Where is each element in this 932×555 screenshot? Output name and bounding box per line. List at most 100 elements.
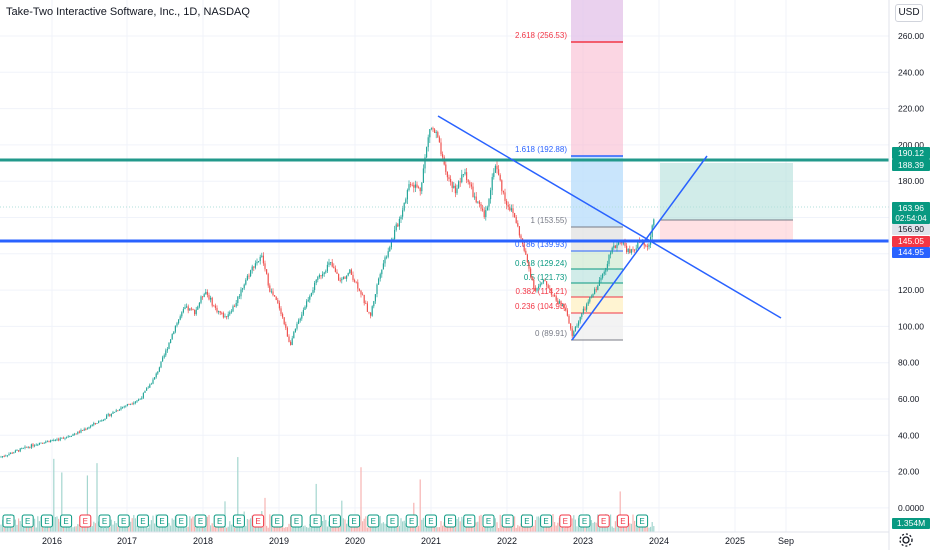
volume-bar [411, 525, 413, 532]
y-axis[interactable]: 260.00240.00220.00200.00180.00160.00140.… [898, 31, 924, 513]
earnings-marker[interactable]: E [290, 514, 303, 528]
volume-bar [550, 526, 552, 532]
candle-body [597, 285, 599, 291]
downtrend-line[interactable] [437, 115, 782, 319]
earnings-marker[interactable]: E [79, 514, 92, 528]
earnings-marker[interactable]: E [540, 514, 553, 528]
earnings-marker[interactable]: E [444, 514, 457, 528]
candle-body [579, 316, 581, 322]
volume-bar [16, 524, 18, 532]
earnings-marker[interactable]: E [2, 514, 15, 528]
earnings-marker[interactable]: E [98, 514, 111, 528]
currency-button[interactable]: USD [895, 4, 923, 22]
volume-bar [518, 526, 520, 532]
volume-bar [162, 523, 164, 532]
fib-retracement[interactable]: 2.618 (256.53) 1.618 (192.88) 1 (153.55)… [515, 0, 623, 341]
earnings-marker[interactable]: E [21, 514, 34, 528]
earnings-marker[interactable]: E [136, 514, 149, 528]
uptrend-line[interactable] [571, 155, 708, 341]
candle-body [330, 262, 332, 263]
candle-body [280, 308, 282, 314]
earnings-marker[interactable]: E [367, 514, 380, 528]
earnings-marker[interactable]: E [636, 514, 649, 528]
volume-bar [190, 518, 192, 532]
earnings-marker[interactable]: E [309, 514, 322, 528]
earnings-marker[interactable]: E [252, 514, 265, 528]
candle-body [93, 423, 95, 425]
volume-bar [38, 521, 40, 532]
y-tick-label: 120.00 [898, 285, 924, 295]
candle-body [550, 289, 552, 295]
candle-body [605, 268, 607, 272]
candle-body [397, 224, 399, 227]
candle-body [125, 405, 127, 407]
earnings-marker[interactable]: E [424, 514, 437, 528]
candle-body [341, 279, 343, 281]
volume-bar [117, 526, 119, 532]
volume-bar [549, 527, 551, 532]
candle-body [630, 249, 632, 253]
earnings-marker[interactable]: E [213, 514, 226, 528]
volume-bar [254, 524, 256, 532]
candle-body [194, 310, 196, 315]
earnings-marker[interactable]: E [117, 514, 130, 528]
candle-body [240, 289, 242, 297]
earnings-marker[interactable]: E [501, 514, 514, 528]
candle-body [237, 296, 239, 303]
volume-bar [365, 516, 367, 532]
candle-body [269, 285, 271, 292]
candle-body [274, 295, 276, 297]
earnings-marker[interactable]: E [194, 514, 207, 528]
candle-body [238, 296, 240, 298]
y-tick-label: 0.0000 [898, 503, 924, 513]
volume-bar [320, 526, 322, 532]
earnings-marker[interactable]: E [175, 514, 188, 528]
earnings-marker[interactable]: E [482, 514, 495, 528]
candle-body [248, 275, 250, 277]
earnings-marker-label: E [409, 517, 414, 526]
volume-bar [299, 524, 301, 532]
volume-bar [501, 524, 503, 532]
earnings-marker[interactable]: E [520, 514, 533, 528]
candle-body [118, 409, 120, 411]
earnings-marker[interactable]: E [348, 514, 361, 528]
volume-bar [429, 527, 431, 532]
earnings-marker[interactable]: E [60, 514, 73, 528]
volume-bar [34, 518, 36, 532]
earnings-marker[interactable]: E [271, 514, 284, 528]
candle-body [302, 309, 304, 315]
long-position-tool[interactable] [660, 163, 793, 241]
candle-body [590, 296, 592, 298]
earnings-marker-label: E [6, 517, 11, 526]
earnings-marker[interactable]: E [463, 514, 476, 528]
earnings-marker[interactable]: E [328, 514, 341, 528]
candle-body [478, 201, 480, 204]
candle-body [229, 312, 231, 315]
volume-bar [61, 472, 63, 532]
earnings-marker[interactable]: E [405, 514, 418, 528]
volume-bar [634, 520, 636, 532]
candle-body [158, 367, 160, 372]
x-axis[interactable]: 2016 2017 2018 2019 2020 2021 2022 2023 2024 2025… [42, 536, 794, 546]
volume-bar [371, 523, 373, 532]
volume-bar [96, 463, 98, 532]
gear-icon[interactable] [898, 532, 914, 548]
volume-bar [384, 523, 386, 532]
candle-body [61, 437, 63, 439]
earnings-marker[interactable]: E [578, 514, 591, 528]
earnings-marker[interactable]: E [597, 514, 610, 528]
earnings-marker[interactable]: E [156, 514, 169, 528]
volume-bar [37, 516, 39, 532]
candle-body [526, 254, 528, 263]
earnings-marker[interactable]: E [559, 514, 572, 528]
earnings-marker[interactable]: E [616, 514, 629, 528]
candle-body [603, 271, 605, 274]
earnings-marker[interactable]: E [40, 514, 53, 528]
volume-bar [480, 514, 482, 532]
earnings-marker[interactable]: E [386, 514, 399, 528]
earnings-marker[interactable]: E [232, 514, 245, 528]
candle-body [352, 274, 354, 281]
